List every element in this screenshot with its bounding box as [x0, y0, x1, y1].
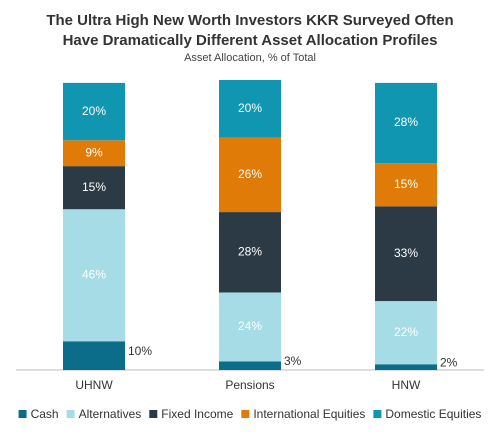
data-label: 20% — [238, 101, 262, 115]
data-label: 26% — [238, 167, 262, 181]
legend-label: International Equities — [253, 407, 365, 421]
bar-segment — [375, 82, 437, 164]
data-label: 46% — [82, 267, 106, 281]
data-label: 15% — [394, 177, 418, 191]
legend-swatch — [373, 410, 382, 418]
bar-segment — [219, 137, 281, 213]
bar-segment — [63, 209, 125, 342]
legend-label: Alternatives — [79, 407, 142, 421]
bar-segment — [63, 166, 125, 210]
legend-label: Fixed Income — [161, 407, 233, 421]
data-label: 2% — [440, 355, 458, 369]
x-tick-label: HNW — [392, 378, 421, 392]
bar-segment — [375, 206, 437, 302]
data-label: 33% — [394, 246, 418, 260]
bar-segment — [375, 163, 437, 207]
bar-segment — [219, 80, 281, 138]
x-tick-label: Pensions — [225, 378, 274, 392]
data-label: 28% — [238, 244, 262, 258]
data-label: 20% — [82, 104, 106, 118]
data-label: 15% — [82, 180, 106, 194]
bar-segment — [219, 361, 281, 370]
bar-segment — [375, 364, 437, 370]
bar-segment — [63, 140, 125, 167]
data-label: 28% — [394, 115, 418, 129]
legend-swatch — [149, 410, 158, 418]
chart-title: Have Dramatically Different Asset Alloca… — [63, 32, 438, 49]
chart-subtitle: Asset Allocation, % of Total — [184, 52, 316, 64]
data-label: 24% — [238, 319, 262, 333]
bar-segment — [375, 301, 437, 365]
data-label: 9% — [85, 145, 103, 159]
legend-swatch — [66, 410, 75, 418]
bar-segment — [63, 341, 125, 370]
legend-label: Cash — [31, 407, 59, 421]
bar-segment — [63, 82, 125, 141]
data-label: 22% — [394, 325, 418, 339]
bar-segment — [219, 292, 281, 362]
data-label: 10% — [128, 344, 152, 358]
x-tick-label: UHNW — [75, 378, 113, 392]
chart-title: The Ultra High New Worth Investors KKR S… — [46, 12, 453, 29]
legend-swatch — [241, 410, 250, 418]
data-label: 3% — [284, 354, 302, 368]
legend-swatch — [18, 410, 27, 418]
legend-label: Domestic Equities — [385, 407, 481, 421]
bar-segment — [219, 212, 281, 293]
